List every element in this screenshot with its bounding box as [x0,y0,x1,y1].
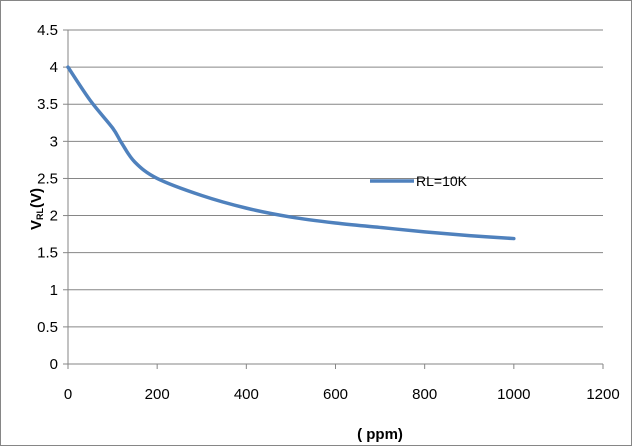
y-tick-label: 2 [50,208,58,225]
y-axis-title-sub: RL [35,207,45,219]
y-tick-label: 1 [50,282,58,299]
legend: RL=10K [370,173,468,189]
y-tick-label: 0.5 [37,319,58,336]
y-axis-title: VRL(V) [28,188,45,230]
series-line [66,65,516,241]
gridlines [68,29,603,328]
axes [63,29,604,369]
tick-labels: 0 0.5 1 1.5 2 2.5 3 3.5 4 4.5 0 200 400 600 800 1000 120… [37,22,620,403]
y-tick-label: 4 [50,59,58,76]
y-axis-title-main: V [28,220,45,230]
x-tick-label: 1000 [497,386,530,403]
y-tick-label: 2.5 [37,170,58,187]
x-tick-label: 800 [412,386,437,403]
legend-label: RL=10K [416,173,468,189]
x-tick-label: 400 [234,386,259,403]
y-tick-label: 1.5 [37,245,58,262]
x-tick-label: 0 [64,386,72,403]
y-axis-title-unit: (V) [28,188,45,208]
y-tick-label: 3.5 [37,96,58,113]
x-tick-label: 200 [145,386,170,403]
y-tick-label: 0 [50,356,58,373]
x-axis-title: ( ppm) [357,426,403,443]
y-tick-label: 3 [50,133,58,150]
y-tick-label: 4.5 [37,22,58,39]
series-lines [66,65,516,241]
x-tick-label: 600 [323,386,348,403]
x-tick-label: 1200 [586,386,619,403]
